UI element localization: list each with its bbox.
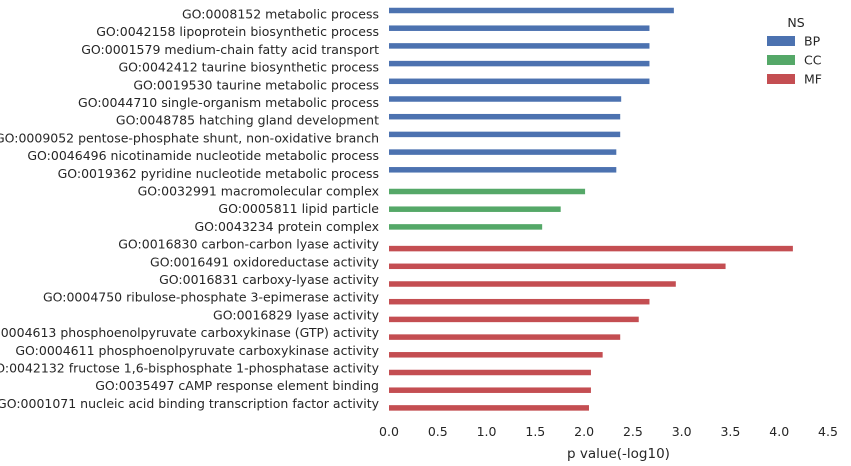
x-tick-label: 0.5 <box>428 424 448 439</box>
category-label: GO:0035497 cAMP response element binding <box>95 378 379 393</box>
category-label: GO:0016830 carbon-carbon lyase activity <box>118 237 379 252</box>
x-tick-label: 2.0 <box>574 424 594 439</box>
bar-bp <box>389 131 621 138</box>
bar-bp <box>389 25 650 31</box>
bar-cc <box>389 188 586 195</box>
category-label: GO:0046496 nicotinamide nucleotide metab… <box>27 148 379 163</box>
category-label: GO:0042158 lipoprotein biosynthetic proc… <box>96 24 379 39</box>
bar-bp <box>389 167 617 173</box>
bar-cc <box>389 224 543 230</box>
category-label: GO:0004613 phosphoenolpyruvate carboxyki… <box>0 325 380 340</box>
category-labels-group: GO:0008152 metabolic process GO:0042158 l… <box>0 7 380 411</box>
bar-cc <box>389 206 561 212</box>
bar-mf <box>389 352 603 358</box>
bar-mf <box>389 405 589 411</box>
bar-bp <box>389 60 650 67</box>
bar-mf <box>389 316 639 323</box>
bar-mf <box>389 334 621 340</box>
legend-swatch-cc <box>767 55 795 65</box>
bar-bp <box>389 7 674 14</box>
x-tick-label: 3.5 <box>720 424 740 439</box>
x-tick-label: 1.5 <box>525 424 545 439</box>
x-tick-label: 2.5 <box>623 424 643 439</box>
bars-group <box>389 7 793 411</box>
legend-label-mf: MF <box>804 72 822 87</box>
category-label: GO:0032991 macromolecular complex <box>138 184 379 199</box>
category-label: GO:0048785 hatching gland development <box>116 113 379 128</box>
bar-bp <box>389 96 622 102</box>
category-label: GO:0019530 taurine metabolic process <box>133 77 379 92</box>
category-label: GO:0019362 pyridine nucleotide metabolic… <box>58 166 379 181</box>
category-label: GO:0008152 metabolic process <box>182 7 379 22</box>
category-label: GO:0001071 nucleic acid binding transcri… <box>0 396 380 411</box>
bar-bp <box>389 43 650 49</box>
category-label: GO:0005811 lipid particle <box>218 201 379 216</box>
category-label: GO:0042412 taurine biosynthetic process <box>119 60 380 75</box>
category-label: GO:0004611 phosphoenolpyruvate carboxyki… <box>15 343 379 358</box>
bar-mf <box>389 281 676 287</box>
x-tick-label: 4.0 <box>769 424 789 439</box>
x-tick-label: 3.0 <box>672 424 692 439</box>
legend: NS BP CC MF <box>767 15 822 87</box>
category-label: GO:0016829 lyase activity <box>213 307 380 322</box>
legend-swatch-mf <box>767 74 795 84</box>
bar-mf <box>389 369 591 376</box>
legend-title: NS <box>787 15 804 30</box>
category-label: GO:0044710 single-organism metabolic pro… <box>78 95 379 110</box>
bar-bp <box>389 149 617 155</box>
category-label: GO:0004750 ribulose-phosphate 3-epimeras… <box>43 290 380 305</box>
bar-bp <box>389 78 650 85</box>
category-label: GO:0001579 medium-chain fatty acid trans… <box>81 42 379 57</box>
x-tick-label: 4.5 <box>818 424 838 439</box>
bar-bp <box>389 113 621 120</box>
bar-mf <box>389 263 726 270</box>
x-tick-label: 1.0 <box>477 424 497 439</box>
x-axis-title: p value(-log10) <box>567 446 670 462</box>
legend-label-cc: CC <box>804 53 822 68</box>
category-label: GO:0016831 carboxy-lyase activity <box>159 272 380 287</box>
category-label: GO:0009052 pentose-phosphate shunt, non-… <box>0 130 379 145</box>
x-tick-label: 0.0 <box>379 424 399 439</box>
category-label: GO:0016491 oxidoreductase activity <box>150 254 380 269</box>
category-label: GO:0043234 protein complex <box>194 219 379 234</box>
x-tick-labels-group: 0.0 0.5 1.0 1.5 2.0 2.5 3.0 3.5 4.0 4.5 <box>379 424 838 439</box>
category-label: GO:0042132 fructose 1,6-bisphosphate 1-p… <box>0 361 380 376</box>
legend-label-bp: BP <box>804 34 821 49</box>
bar-mf <box>389 298 650 305</box>
bar-mf <box>389 387 591 393</box>
bar-mf <box>389 245 793 252</box>
legend-swatch-bp <box>767 36 795 46</box>
